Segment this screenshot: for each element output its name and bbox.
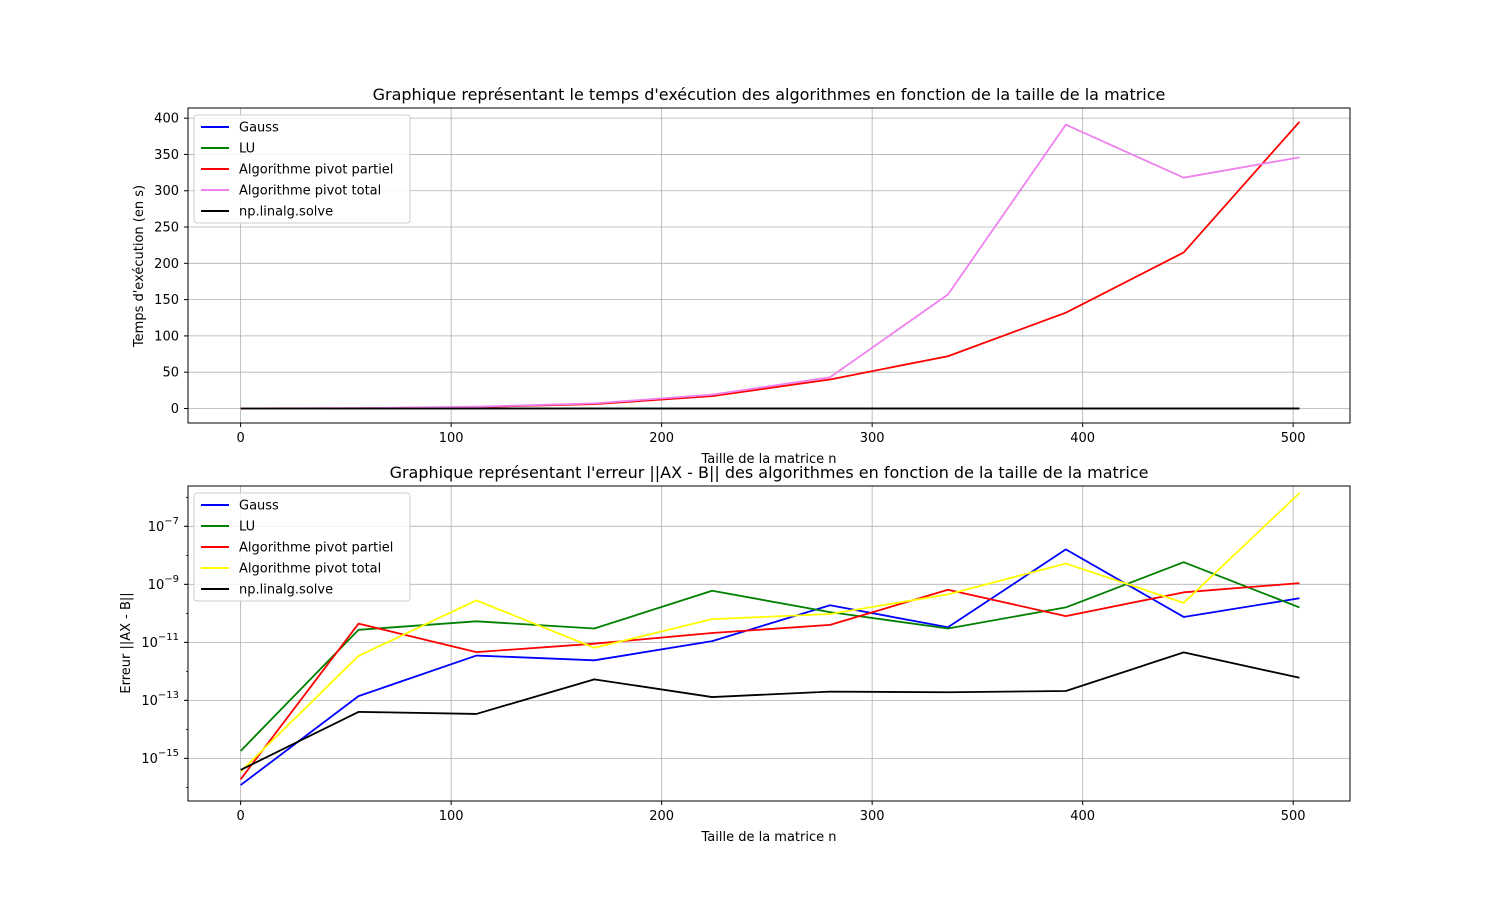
x-tick-label: 0	[236, 809, 244, 824]
legend-label-np-linalg-solve: np.linalg.solve	[239, 205, 333, 220]
y-tick-label: 10−7	[148, 516, 179, 535]
series-line-np-linalg-solve	[240, 651, 1300, 771]
x-tick-label: 500	[1281, 431, 1306, 446]
x-tick-label: 300	[860, 809, 885, 824]
chart-title: Graphique représentant l'erreur ||AX - B…	[390, 463, 1149, 482]
legend-entries: Gauss LU Algorithme pivot partiel Algorithm…	[201, 121, 393, 220]
legend-label-algorithme-pivot-total: Algorithme pivot total	[239, 562, 381, 577]
x-tick-label: 0	[236, 431, 244, 446]
y-tick-label: 300	[154, 184, 179, 199]
legend-box	[193, 492, 411, 602]
y-axis-label: Erreur ||AX - B||	[119, 592, 134, 693]
y-tick-label: 200	[154, 257, 179, 272]
legend-entries: Gauss LU Algorithme pivot partiel Algorithm…	[201, 499, 393, 598]
y-tick-label: 250	[154, 221, 179, 236]
series-line-algorithme-pivot-total	[239, 492, 1301, 773]
series-lines	[240, 121, 1301, 410]
y-tick-label: 10−9	[148, 574, 179, 593]
x-tick-label: 500	[1281, 809, 1306, 824]
y-tick-label: 400	[154, 112, 179, 127]
x-axis-label: Taille de la matrice n	[700, 452, 836, 467]
x-axis-label: Taille de la matrice n	[700, 830, 836, 845]
y-tick-label: 10−15	[141, 748, 179, 767]
legend-label-algorithme-pivot-total: Algorithme pivot total	[239, 184, 381, 199]
legend: Gauss LU Algorithme pivot partiel Algorithm…	[193, 114, 411, 224]
y-tick-label: 50	[162, 366, 179, 381]
grid-lines	[188, 108, 1350, 423]
error-chart: 0 100 200 300 400 500 10−15 10−13 10−11 10−9 10−7…	[119, 463, 1351, 845]
legend-label-algorithme-pivot-partiel: Algorithme pivot partiel	[239, 541, 393, 556]
legend-label-lu: LU	[239, 142, 255, 157]
series-line-algorithme-pivot-partiel	[239, 582, 1300, 780]
series-line-algorithme-pivot-total	[240, 123, 1300, 410]
series-line-lu	[239, 561, 1300, 752]
legend-label-np-linalg-solve: np.linalg.solve	[239, 583, 333, 598]
y-axis-label: Temps d'exécution (en s)	[132, 185, 147, 348]
y-ticks: 0 50 100 150 200 250 300 350 400	[154, 112, 188, 417]
x-tick-label: 400	[1070, 431, 1095, 446]
legend-label-lu: LU	[239, 520, 255, 535]
y-tick-label: 0	[171, 402, 179, 417]
x-tick-label: 100	[439, 809, 464, 824]
y-ticks: 10−15 10−13 10−11 10−9 10−7	[141, 496, 188, 788]
y-tick-label: 100	[154, 329, 179, 344]
execution-time-chart: 0 100 200 300 400 500 0 50 100 150 200 250 300 350 40…	[132, 85, 1351, 467]
legend-box	[193, 114, 411, 224]
legend-label-algorithme-pivot-partiel: Algorithme pivot partiel	[239, 163, 393, 178]
x-tick-label: 200	[649, 809, 674, 824]
legend-label-gauss: Gauss	[239, 499, 279, 514]
y-tick-label: 150	[154, 293, 179, 308]
x-tick-label: 300	[860, 431, 885, 446]
y-tick-label: 10−13	[141, 690, 179, 709]
plot-frame	[187, 107, 1351, 424]
series-lines	[239, 492, 1301, 786]
x-tick-label: 400	[1070, 809, 1095, 824]
legend: Gauss LU Algorithme pivot partiel Algorithm…	[193, 492, 411, 602]
x-tick-label: 100	[439, 431, 464, 446]
x-ticks: 0 100 200 300 400 500	[236, 801, 1306, 824]
legend-label-gauss: Gauss	[239, 121, 279, 136]
x-ticks: 0 100 200 300 400 500	[236, 423, 1306, 446]
x-tick-label: 200	[649, 431, 674, 446]
y-tick-label: 10−11	[141, 632, 179, 651]
plot-frame	[187, 485, 1351, 802]
y-tick-label: 350	[154, 148, 179, 163]
chart-title: Graphique représentant le temps d'exécut…	[373, 85, 1166, 104]
